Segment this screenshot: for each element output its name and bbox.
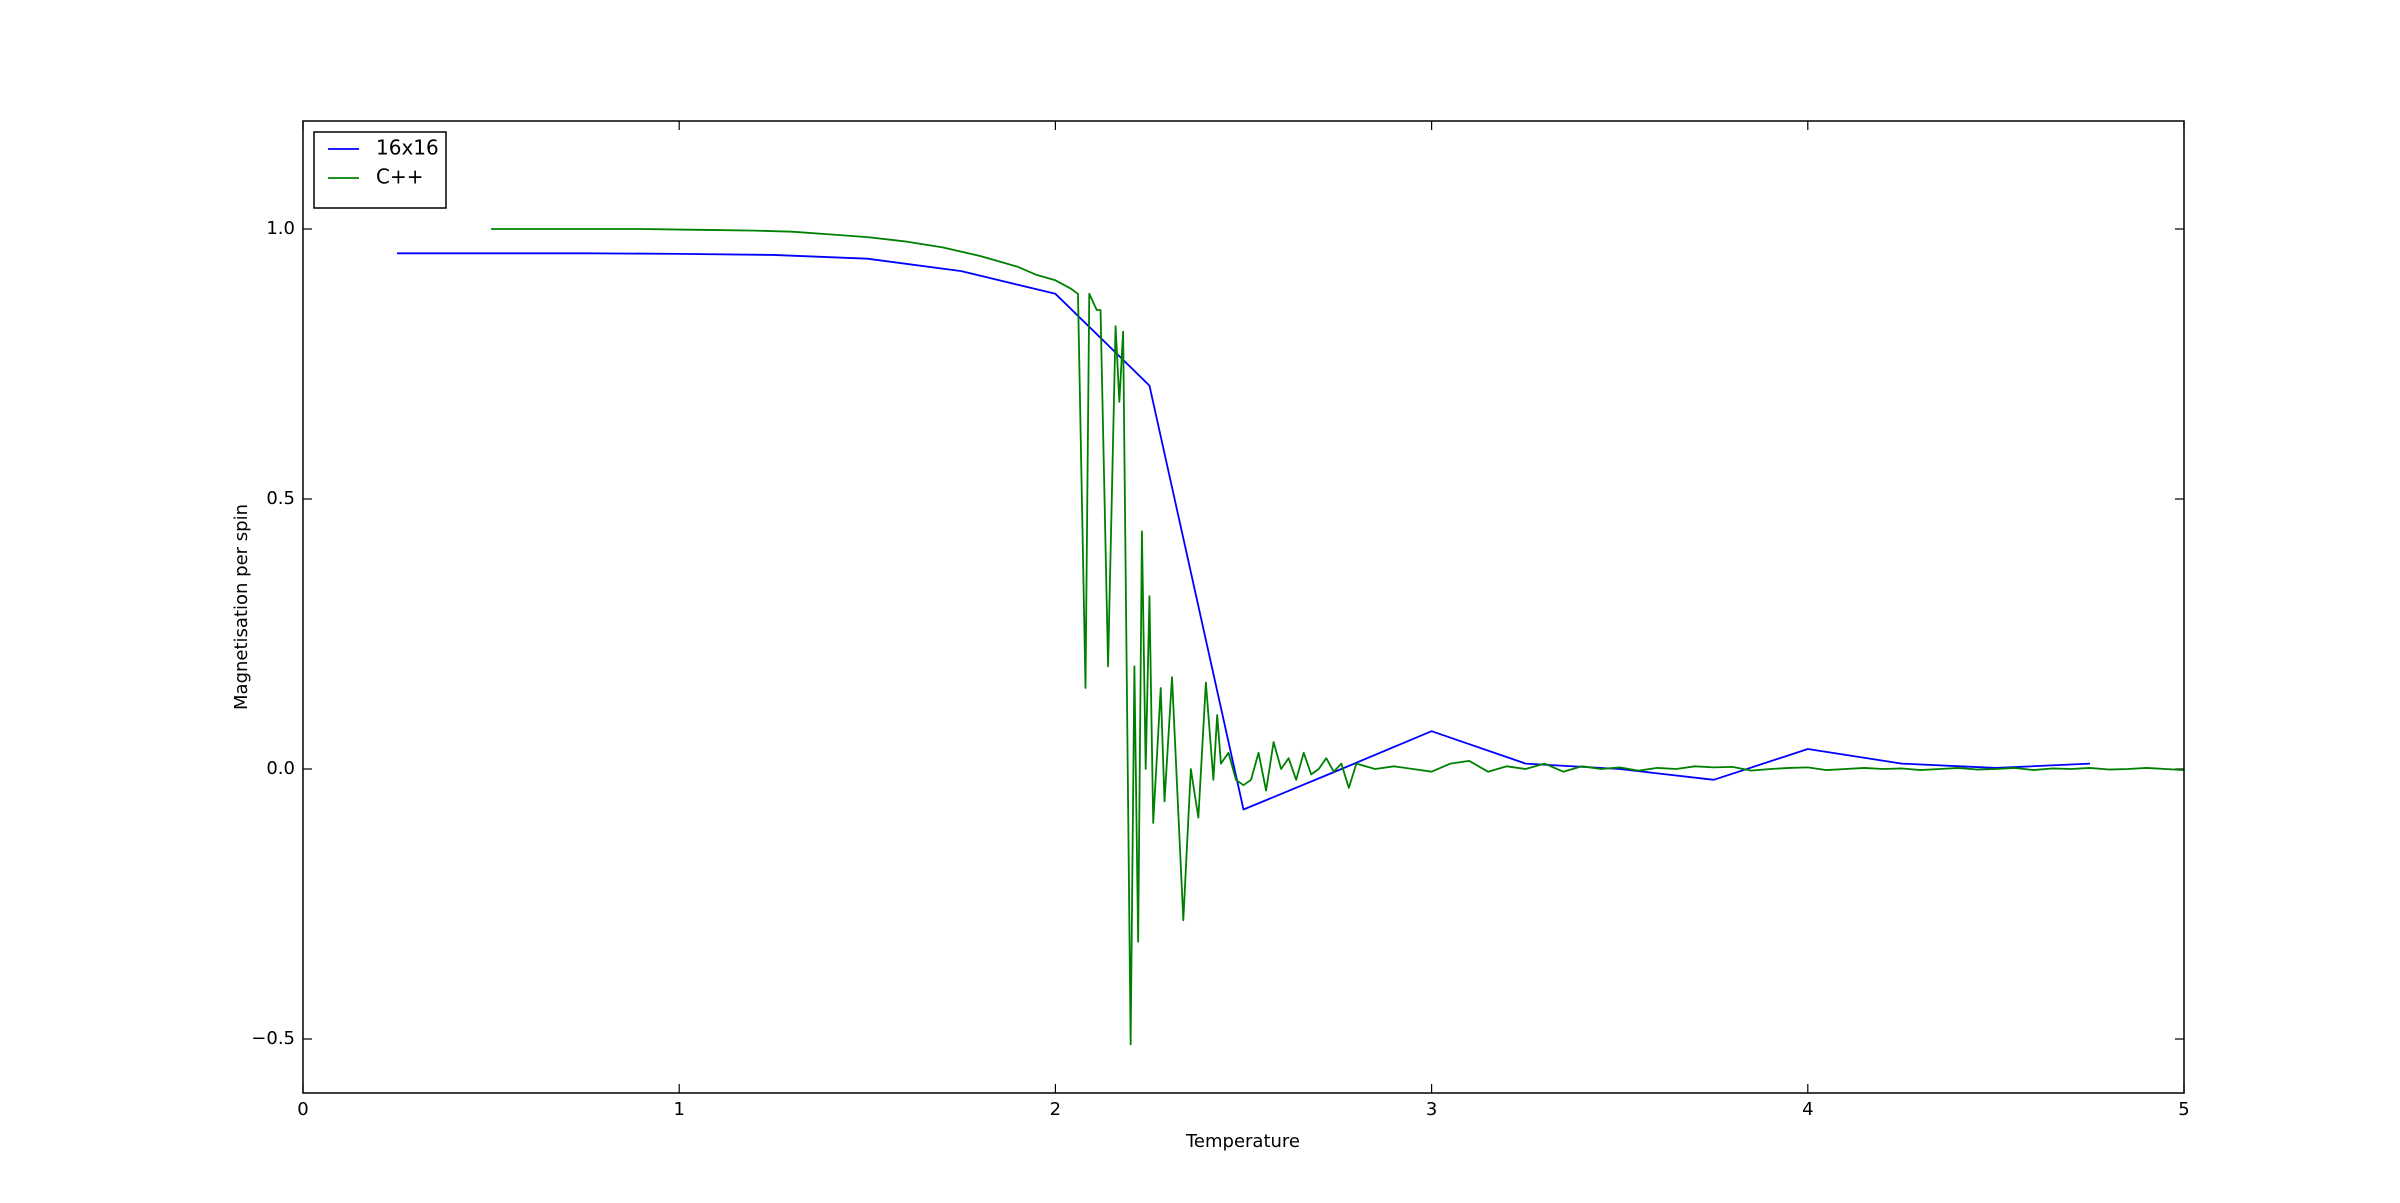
x-tick-label: 0	[297, 1099, 308, 1120]
series-line	[491, 228, 2185, 1046]
y-tick-label: 0.5	[266, 488, 295, 509]
x-tick-label: 1	[673, 1099, 684, 1120]
y-tick-label: −0.5	[251, 1028, 295, 1049]
plot-frame	[302, 120, 2185, 1094]
x-tick-label: 4	[1802, 1099, 1813, 1120]
x-tick-label: 2	[1050, 1099, 1061, 1120]
series-line	[397, 252, 2090, 811]
x-tick-label: 3	[1426, 1099, 1437, 1120]
y-tick-label: 1.0	[266, 218, 295, 239]
legend-label: 16x16	[376, 136, 439, 160]
legend-label: C++	[376, 165, 423, 189]
y-tick-label: 0.0	[266, 758, 295, 779]
legend-box	[313, 131, 447, 209]
y-axis-label: Magnetisation per spin	[231, 504, 252, 710]
x-axis-label: Temperature	[1185, 1131, 1300, 1152]
x-tick-label: 5	[2178, 1099, 2189, 1120]
